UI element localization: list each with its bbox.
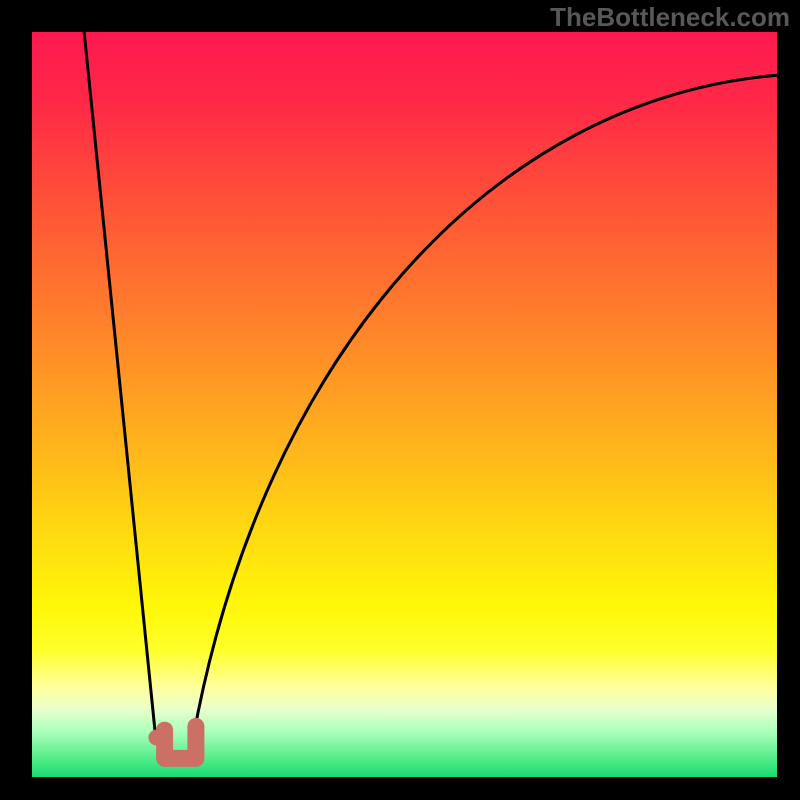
watermark-text: TheBottleneck.com (550, 2, 790, 33)
bottleneck-chart (0, 0, 800, 800)
chart-background (32, 32, 777, 777)
border-bottom (0, 777, 800, 800)
chart-container: TheBottleneck.com (0, 0, 800, 800)
border-left (0, 0, 32, 800)
border-right (777, 0, 800, 800)
